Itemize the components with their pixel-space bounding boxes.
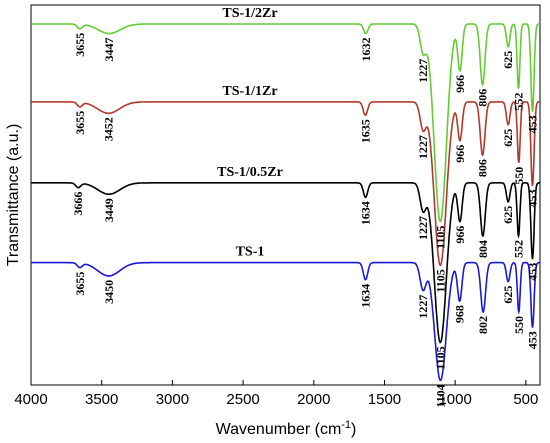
peak-label-1-8: 550 — [512, 167, 526, 185]
peak-label-3-0: 3655 — [73, 272, 87, 296]
x-axis-title-main: Wavenumber (cm — [216, 421, 342, 438]
peak-label-1-4: 1105 — [433, 269, 447, 292]
peak-label-3-7: 625 — [501, 286, 515, 304]
peak-label-1-1: 3452 — [102, 117, 116, 141]
peak-label-0-2: 1632 — [359, 38, 373, 62]
series-name-0: TS-1/2Zr — [222, 6, 277, 21]
peak-label-0-4: 1105 — [433, 226, 447, 249]
series-name-1: TS-1/1Zr — [222, 84, 277, 99]
peak-label-0-1: 3447 — [102, 38, 116, 62]
peak-label-0-3: 1227 — [416, 59, 430, 83]
peak-label-1-6: 806 — [476, 159, 490, 177]
peak-label-3-2: 1634 — [359, 284, 373, 308]
peak-label-2-0: 3666 — [71, 192, 85, 216]
peak-label-0-5: 966 — [453, 75, 467, 93]
peak-label-0-9: 453 — [526, 115, 540, 133]
x-tick-label-1000: 1000 — [438, 391, 471, 408]
peak-label-2-1: 3449 — [102, 198, 116, 222]
x-tick-label-4000: 4000 — [14, 391, 47, 408]
peak-label-3-9: 453 — [526, 331, 540, 349]
peak-label-0-8: 552 — [512, 93, 526, 111]
peak-label-2-9: 453 — [526, 263, 540, 281]
peak-label-2-3: 1227 — [416, 216, 430, 240]
x-tick-label-3500: 3500 — [85, 391, 118, 408]
x-axis-title: Wavenumber (cm-1) — [216, 419, 357, 438]
peak-label-1-3: 1227 — [416, 135, 430, 159]
peak-label-0-6: 806 — [476, 89, 490, 107]
y-axis-title: Transmittance (a.u.) — [5, 124, 22, 267]
peak-label-3-8: 550 — [512, 316, 526, 334]
plot-frame — [30, 4, 541, 386]
peak-label-1-7: 625 — [501, 129, 515, 147]
x-axis-title-close: ) — [351, 421, 356, 438]
x-axis-ticks: 4000 3500 3000 2500 2000 1500 1000 500 — [14, 380, 538, 408]
peak-label-1-9: 453 — [526, 190, 540, 208]
peak-label-3-6: 802 — [476, 316, 490, 334]
series-line-1 — [31, 101, 540, 267]
peak-label-2-7: 625 — [501, 206, 515, 224]
peak-label-3-3: 1227 — [416, 295, 430, 319]
series-line-0 — [31, 23, 540, 223]
x-tick-label-1500: 1500 — [368, 391, 401, 408]
series-line-3 — [31, 261, 540, 382]
peak-label-2-5: 966 — [453, 226, 467, 244]
x-axis-title-sup: -1 — [341, 419, 351, 431]
peak-label-1-0: 3655 — [73, 111, 87, 135]
peak-label-0-0: 3655 — [73, 33, 87, 57]
x-tick-label-3000: 3000 — [156, 391, 189, 408]
peak-label-2-6: 804 — [476, 240, 490, 258]
peak-label-3-4: 1104 — [434, 384, 448, 407]
series-layer — [31, 23, 540, 382]
peak-label-3-1: 3450 — [102, 280, 116, 304]
x-tick-label-2500: 2500 — [226, 391, 259, 408]
series-name-3: TS-1 — [236, 245, 265, 260]
x-tick-label-500: 500 — [513, 391, 538, 408]
x-tick-label-2000: 2000 — [297, 391, 330, 408]
peak-label-3-5: 968 — [453, 305, 467, 323]
peak-label-2-2: 1634 — [359, 201, 373, 225]
series-name-2: TS-1/0.5Zr — [217, 165, 283, 180]
series-line-2 — [31, 182, 540, 344]
peak-label-2-8: 552 — [512, 240, 526, 258]
peak-label-2-4: 1105 — [433, 346, 447, 369]
peak-label-1-5: 966 — [453, 145, 467, 163]
peak-label-0-7: 625 — [501, 51, 515, 69]
peak-label-1-2: 1635 — [358, 119, 372, 143]
